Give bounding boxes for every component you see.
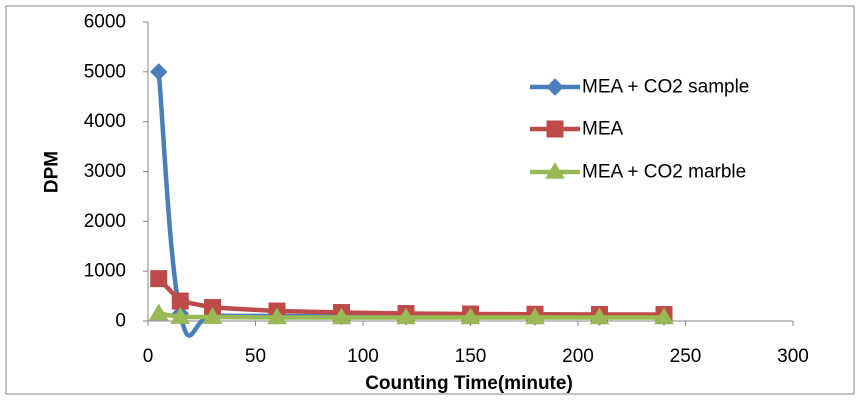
- legend-label: MEA + CO2 marble: [582, 162, 746, 183]
- x-tick-label: 200: [562, 346, 594, 367]
- legend-label: MEA: [582, 119, 624, 140]
- data-point: [150, 270, 168, 288]
- data-point: [331, 307, 352, 325]
- legend-item: MEA + CO2 marble: [530, 162, 746, 183]
- data-point: [654, 307, 674, 325]
- legend-item: MEA + CO2 sample: [530, 77, 749, 98]
- x-tick-label: 250: [670, 346, 702, 367]
- data-point: [460, 307, 481, 325]
- y-tick-label: 3000: [84, 161, 126, 182]
- x-tick-label: 150: [455, 346, 487, 367]
- legend-marker: [546, 78, 564, 96]
- data-point: [171, 292, 189, 310]
- data-point: [170, 307, 191, 324]
- data-point: [589, 307, 610, 325]
- x-tick-label: 100: [347, 346, 379, 367]
- legend-item: MEA: [530, 119, 624, 140]
- y-tick-label: 1000: [84, 261, 126, 282]
- legend-label: MEA + CO2 sample: [582, 77, 749, 98]
- legend-marker: [545, 162, 565, 179]
- chart-border: [5, 5, 855, 395]
- x-tick-label: 50: [245, 346, 266, 367]
- y-tick-label: 2000: [84, 211, 126, 232]
- x-axis-title: Counting Time(minute): [365, 373, 573, 394]
- series-line: [156, 311, 667, 320]
- x-tick-label: 300: [777, 346, 809, 367]
- data-point: [525, 307, 545, 325]
- legend-marker: [546, 120, 564, 138]
- x-tick-label: 0: [143, 346, 154, 367]
- data-point: [396, 307, 416, 325]
- y-tick-label: 4000: [84, 111, 126, 132]
- series-line: [156, 276, 667, 317]
- data-point: [267, 307, 287, 325]
- data-point: [202, 307, 223, 324]
- y-tick-label: 6000: [84, 12, 126, 33]
- data-point: [150, 63, 168, 81]
- y-tick-label: 5000: [84, 61, 126, 82]
- y-tick-label: 0: [115, 311, 126, 332]
- series-2: [148, 303, 674, 325]
- data-point: [148, 303, 169, 321]
- y-axis-title: DPM: [42, 151, 63, 193]
